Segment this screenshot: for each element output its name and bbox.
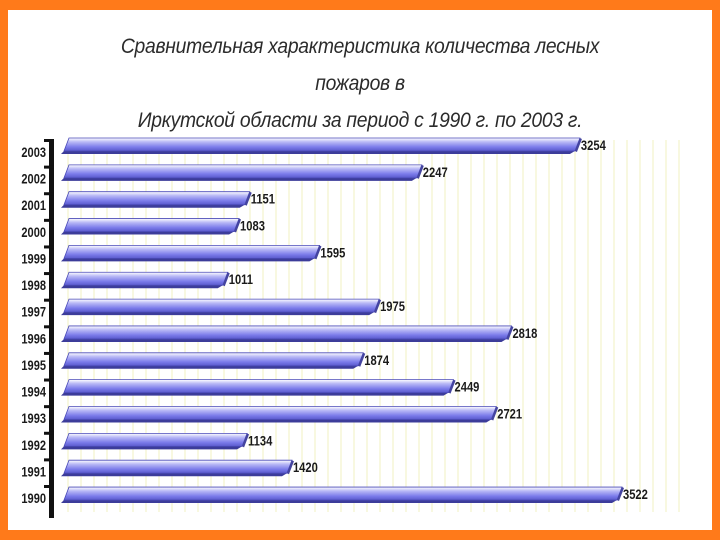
y-tick-label: 1998 — [21, 278, 46, 293]
bar-shadow — [61, 419, 492, 423]
y-tick — [44, 431, 54, 435]
bar-value-label: 1595 — [320, 245, 345, 260]
y-tick — [44, 272, 54, 276]
bar-shadow — [61, 151, 575, 154]
y-tick — [44, 298, 54, 302]
bar-value-label: 1083 — [240, 218, 265, 233]
bar-value-label: 2818 — [512, 326, 537, 341]
bar-end-cap — [448, 379, 456, 394]
bar-value-label: 1151 — [251, 192, 275, 207]
y-tick-label: 1990 — [21, 491, 46, 506]
y-tick — [44, 165, 54, 169]
bar-value-label: 1975 — [380, 299, 405, 314]
bar-end-cap — [574, 138, 582, 152]
bar-value-label: 1134 — [248, 433, 272, 448]
bar-value-label: 2449 — [455, 380, 480, 395]
bar-shadow — [61, 473, 287, 477]
bar — [63, 218, 240, 232]
bar-value-label: 1011 — [229, 272, 253, 287]
bar-shadow — [61, 446, 243, 450]
bar-shadow — [61, 392, 449, 396]
bar — [63, 406, 497, 420]
y-tick-label: 1999 — [21, 251, 46, 266]
bar-shadow — [61, 500, 617, 504]
bar-shadow — [61, 231, 235, 235]
y-tick — [44, 218, 54, 222]
bar — [63, 298, 380, 313]
bar — [63, 432, 248, 447]
bar-value-label: 1874 — [364, 353, 389, 368]
y-tick-label: 2003 — [21, 145, 46, 160]
bar — [63, 244, 321, 259]
bar-end-cap — [491, 406, 499, 421]
bar-shadow — [61, 285, 223, 289]
bar — [63, 352, 364, 367]
bar-end-cap — [234, 218, 242, 233]
chart-title-line-2: Иркутской области за период с 1990 г. по… — [137, 109, 583, 132]
y-tick-label: 2000 — [21, 225, 46, 240]
bar — [63, 459, 293, 474]
y-tick-label: 1997 — [21, 305, 46, 320]
bar — [63, 137, 581, 152]
bar-shadow — [61, 312, 375, 316]
bar — [63, 379, 455, 394]
y-tick — [44, 458, 54, 462]
bar — [63, 191, 251, 206]
bar-end-cap — [374, 299, 382, 314]
bar-value-label: 3522 — [623, 487, 648, 502]
bar-end-cap — [506, 325, 514, 340]
bar-end-cap — [617, 487, 624, 502]
y-tick-label: 1994 — [21, 385, 46, 400]
bar-shadow — [61, 177, 417, 181]
chart-title: Сравнительная характеристика количества … — [84, 28, 636, 139]
y-tick-label: 1993 — [21, 411, 46, 426]
y-axis: 2003 2002 2001 2000 1999 1998 1997 1996 1995 1994… — [21, 139, 54, 518]
y-tick-label: 1996 — [21, 331, 46, 346]
y-tick-label: 1992 — [21, 438, 46, 453]
bar-shadow — [61, 338, 507, 342]
bar-shadow — [61, 204, 245, 208]
bar-end-cap — [416, 164, 424, 179]
bar-shadow — [61, 258, 315, 262]
chart-title-line-1: Сравнительная характеристика количества … — [120, 35, 600, 95]
y-tick — [44, 139, 54, 142]
y-tick — [44, 192, 54, 196]
bar-end-cap — [222, 272, 230, 287]
bar-value-label: 1420 — [293, 460, 318, 475]
bar-end-cap — [314, 245, 322, 260]
y-tick-label: 1995 — [21, 358, 46, 373]
bar-shadow — [61, 365, 359, 369]
y-tick — [44, 351, 54, 355]
bar-end-cap — [358, 352, 366, 367]
y-tick-label: 2002 — [21, 172, 46, 187]
y-tick — [44, 245, 54, 249]
bar-end-cap — [242, 433, 250, 448]
y-tick — [44, 485, 54, 488]
bar — [63, 486, 623, 501]
bar-end-cap — [244, 191, 252, 206]
y-tick — [44, 378, 54, 382]
bar-value-label: 2721 — [497, 406, 522, 421]
bar-value-label: 3254 — [581, 138, 606, 153]
y-tick — [44, 405, 54, 409]
bar — [63, 164, 423, 179]
bar-value-label: 2247 — [423, 165, 448, 180]
y-tick — [44, 325, 54, 329]
bar-end-cap — [286, 460, 294, 475]
y-axis-line — [49, 140, 54, 518]
y-tick-label: 1991 — [21, 464, 46, 479]
bar — [63, 325, 513, 340]
bar — [63, 271, 229, 286]
y-tick-label: 2001 — [21, 198, 46, 213]
bars-group: 3254 2247 1151 1083 1595 1011 1975 2818 1874 2449… — [61, 137, 648, 504]
